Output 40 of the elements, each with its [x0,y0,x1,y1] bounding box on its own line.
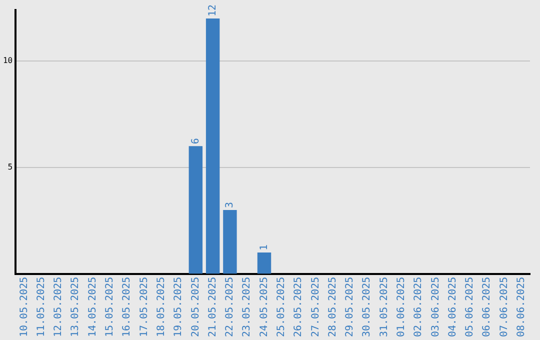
y-tick-label: 10 [2,56,13,66]
x-tick-label: 20.05.2025 [190,276,202,338]
x-tick-label: 12.05.2025 [53,276,64,338]
x-tick-label: 14.05.2025 [87,276,98,338]
x-tick-label: 10.05.2025 [18,276,30,338]
x-tick-label: 31.05.2025 [378,276,390,338]
x-tick-label: 13.05.2025 [70,276,82,338]
x-tick-label: 15.05.2025 [104,276,116,338]
x-tick-label: 26.05.2025 [293,276,304,338]
data-label: 3 [224,202,236,208]
x-tick-label: 11.05.2025 [36,276,47,338]
x-tick-label: 23.05.2025 [242,276,253,338]
x-tick-label: 17.05.2025 [138,276,150,338]
bar [206,18,220,274]
y-tick-label: 5 [8,162,13,172]
x-tick-label: 25.05.2025 [276,276,287,338]
x-tick-label: 30.05.2025 [362,276,373,338]
x-tick-label: 22.05.2025 [224,276,236,338]
x-tick-label: 08.06.2025 [516,276,528,338]
x-tick-label: 03.06.2025 [430,276,442,338]
x-tick-label: 21.05.2025 [207,276,218,338]
bar [188,146,203,274]
x-tick-label: 02.06.2025 [413,276,424,338]
x-tick-label: 07.06.2025 [498,276,510,338]
x-tick-label: 27.05.2025 [310,276,322,338]
x-tick-label: 28.05.2025 [327,276,338,338]
bar [257,252,272,274]
x-tick-label: 05.06.2025 [464,276,476,338]
x-tick-label: 04.06.2025 [447,276,458,338]
x-tick-label: 06.06.2025 [482,276,493,338]
data-label: 1 [258,244,270,251]
x-tick-label: 24.05.2025 [258,276,270,338]
x-tick-label: 16.05.2025 [122,276,133,338]
x-tick-label: 01.06.2025 [396,276,407,338]
bar [223,210,237,274]
data-label: 6 [190,138,202,144]
x-tick-label: 19.05.2025 [173,276,184,338]
data-label: 12 [207,4,218,17]
x-tick-label: 29.05.2025 [344,276,356,338]
x-tick-label: 18.05.2025 [156,276,167,338]
